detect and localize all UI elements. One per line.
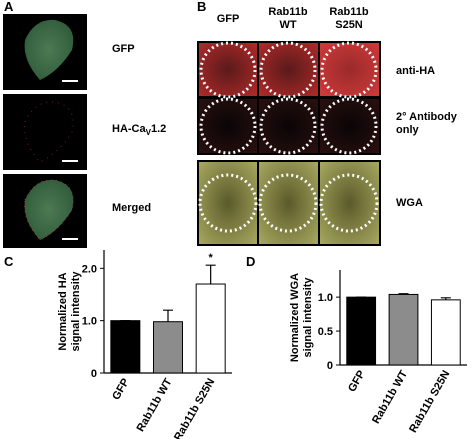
label-subscript: V bbox=[146, 128, 152, 137]
error-bar bbox=[440, 297, 451, 300]
y-tick-label: 2.0 bbox=[82, 263, 97, 275]
row-label: only bbox=[396, 124, 419, 136]
x-tick-label: Rab11b S25N bbox=[407, 368, 452, 434]
label-part: 1.2 bbox=[151, 123, 166, 135]
panel-label: B bbox=[197, 0, 206, 14]
y-tick-label: 1.0 bbox=[82, 316, 97, 328]
column-label: WT bbox=[279, 19, 296, 31]
panel-label: D bbox=[246, 254, 255, 269]
column-label: S25N bbox=[335, 19, 363, 31]
row-label: WGA bbox=[396, 197, 423, 209]
panel-a-images bbox=[3, 14, 87, 248]
label-part: HA-Ca bbox=[112, 123, 146, 135]
significance-mark: * bbox=[209, 252, 214, 264]
bar bbox=[152, 321, 184, 374]
row-label: Merged bbox=[112, 202, 151, 214]
column-label: GFP bbox=[217, 13, 240, 25]
bar bbox=[195, 283, 226, 374]
axis-title: Normalized HA bbox=[57, 272, 69, 350]
panel-label: C bbox=[4, 254, 14, 269]
axis-title: Normalized WGA bbox=[289, 273, 301, 362]
panel-label: A bbox=[4, 0, 14, 14]
bar bbox=[430, 299, 461, 366]
y-tick-label: 0 bbox=[91, 368, 97, 380]
y-tick-label: 0 bbox=[327, 360, 333, 372]
x-tick-label: Rab11b WT bbox=[370, 368, 410, 426]
row-label: HA-CaV1.2 bbox=[112, 123, 166, 137]
axis-title: signal intensity bbox=[302, 277, 314, 358]
bar bbox=[110, 320, 141, 374]
row-label: anti-HA bbox=[396, 65, 435, 77]
panel-b-wells bbox=[197, 41, 381, 246]
x-tick-label: GFP bbox=[110, 377, 132, 403]
column-label: Rab11b bbox=[268, 6, 307, 18]
column-label: Rab11b bbox=[329, 6, 368, 18]
error-bar bbox=[205, 264, 216, 285]
error-bar bbox=[398, 293, 409, 295]
row-label: GFP bbox=[112, 43, 135, 55]
x-tick-label: Rab11b S25N bbox=[172, 376, 217, 439]
bar bbox=[346, 296, 377, 366]
axis-title: signal intensity bbox=[70, 271, 82, 352]
x-tick-label: GFP bbox=[346, 369, 368, 395]
y-tick-label: 1.0 bbox=[318, 292, 333, 304]
error-bar bbox=[163, 309, 173, 322]
y-tick-label: 0.5 bbox=[318, 326, 333, 338]
row-label: 2° Antibody bbox=[396, 111, 458, 123]
bar bbox=[388, 293, 419, 366]
x-tick-label: Rab11b WT bbox=[135, 376, 175, 434]
